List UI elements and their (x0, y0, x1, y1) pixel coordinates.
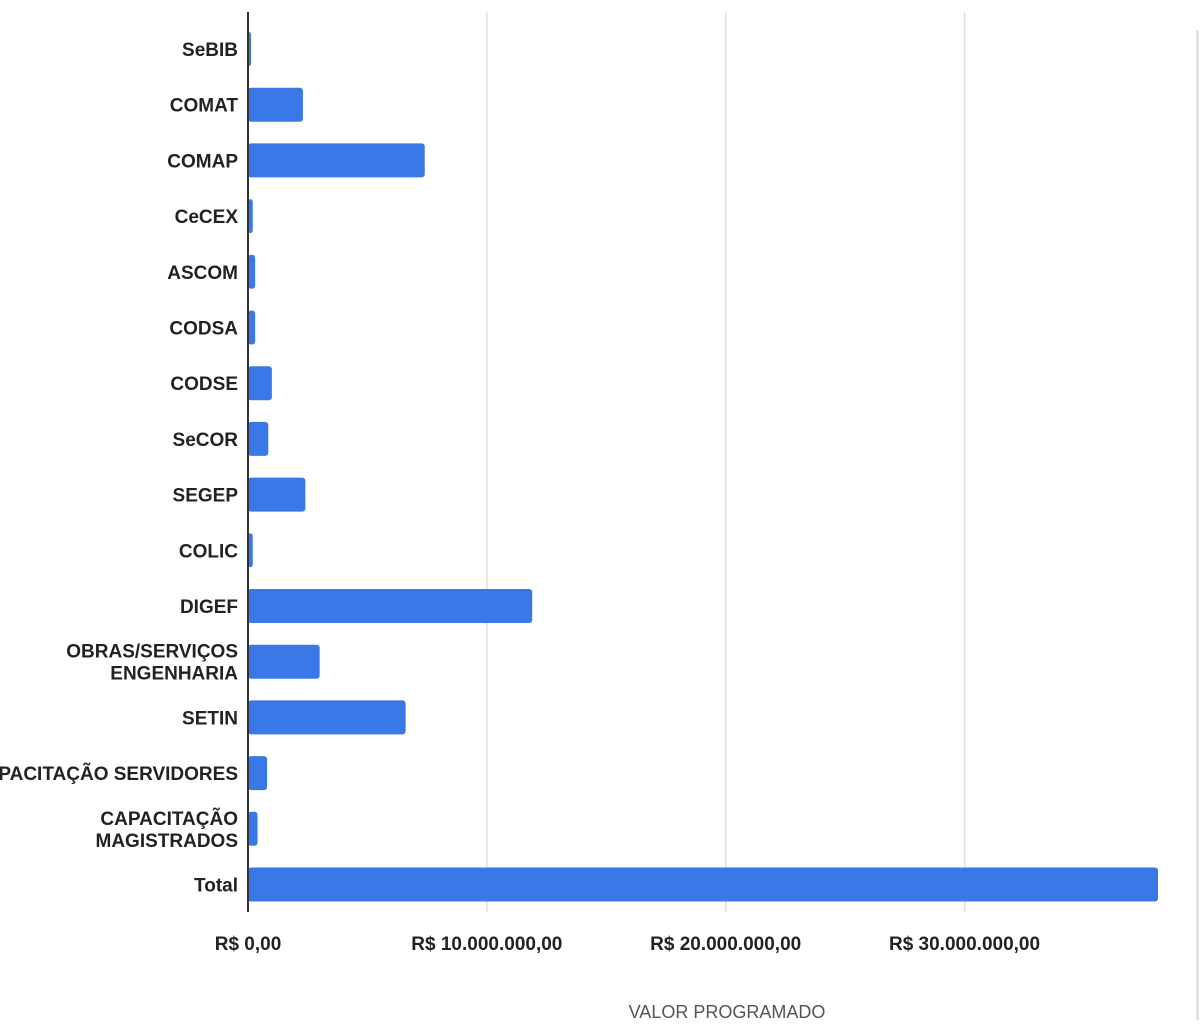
x-axis-title: VALOR PROGRAMADO (629, 1002, 826, 1022)
category-label: COMAT (170, 96, 239, 117)
x-tick-label: R$ 20.000.000,00 (650, 934, 801, 955)
x-tick-label: R$ 30.000.000,00 (889, 934, 1040, 955)
bar-ascom (248, 254, 256, 289)
bar-comap (248, 143, 425, 178)
bar-capacita-o-magistrados (248, 811, 258, 846)
category-label: OBRAS/SERVIÇOS ENGENHARIA (66, 642, 238, 685)
category-label: COLIC (179, 541, 238, 562)
category-label: DIGEF (180, 597, 238, 618)
gridlines (486, 12, 966, 912)
bar-segep (248, 477, 306, 512)
category-labels: SeBIB COMAT COMAP CeCEX ASCOM CODSA CODSE SeCOR… (0, 40, 238, 897)
bar-comat (248, 87, 303, 122)
category-label: CODSE (170, 374, 238, 395)
category-label: SETIN (182, 708, 238, 729)
category-label: SEGEP (173, 486, 239, 507)
bar-digef (248, 589, 533, 623)
x-tick-label: R$ 10.000.000,00 (411, 934, 562, 955)
category-label: Total (194, 876, 238, 897)
bar-setin (248, 700, 406, 735)
category-label: CeCEX (175, 207, 239, 228)
bars (248, 32, 1158, 902)
category-label: CAPACITAÇÃO MAGISTRADOS (96, 808, 239, 852)
x-tick-labels: R$ 0,00 R$ 10.000.000,00 R$ 20.000.000,00 R… (215, 934, 1040, 955)
category-label: SeCOR (173, 430, 239, 451)
bar-cecex (248, 199, 253, 234)
category-label: ASCOM (167, 263, 238, 284)
category-label: SeBIB (182, 40, 238, 61)
bar-secor (248, 421, 269, 456)
category-label: CAPACITAÇÃO SERVIDORES (0, 763, 238, 785)
x-tick-label: R$ 0,00 (215, 934, 282, 955)
category-label: COMAP (167, 151, 238, 172)
bar-colic (248, 533, 253, 568)
bar-obras-servi-os-engenharia (248, 644, 320, 679)
bar-capacita-o-servidores (248, 756, 268, 791)
category-label: CODSA (169, 319, 238, 340)
bar-codse (248, 366, 272, 401)
bar-total (248, 867, 1158, 902)
right-border (1196, 30, 1199, 1020)
bar-codsa (248, 310, 256, 345)
